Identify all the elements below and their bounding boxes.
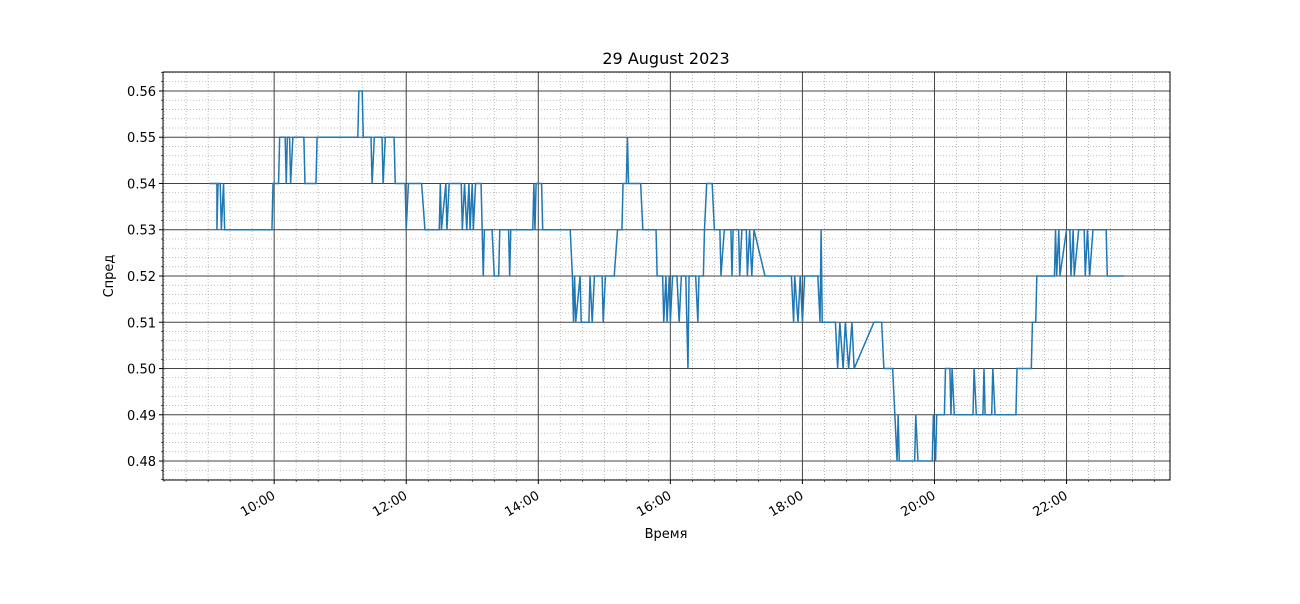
x-tick-label: 10:00 bbox=[238, 488, 278, 520]
y-tick-label: 0.55 bbox=[127, 131, 156, 146]
y-tick-label: 0.53 bbox=[127, 224, 156, 239]
y-tick-label: 0.48 bbox=[127, 455, 156, 470]
y-tick-label: 0.51 bbox=[127, 316, 156, 331]
x-tick-label: 22:00 bbox=[1031, 488, 1071, 520]
y-tick-label: 0.54 bbox=[127, 177, 156, 192]
y-tick-label: 0.49 bbox=[127, 409, 156, 424]
x-tick-label: 12:00 bbox=[370, 488, 410, 520]
y-axis-label: Спред bbox=[102, 255, 117, 298]
x-tick-label: 16:00 bbox=[634, 488, 674, 520]
x-tick-label: 14:00 bbox=[502, 488, 542, 520]
y-tick-label: 0.56 bbox=[127, 85, 156, 100]
y-tick-label: 0.52 bbox=[127, 270, 156, 285]
x-axis-label: Время bbox=[645, 527, 688, 542]
line-series bbox=[209, 90, 1124, 462]
x-tick-label: 18:00 bbox=[766, 488, 806, 520]
x-tick-label: 20:00 bbox=[899, 488, 939, 520]
y-tick-label: 0.50 bbox=[127, 363, 156, 378]
chart-title: 29 August 2023 bbox=[602, 49, 729, 68]
plot-frame bbox=[162, 71, 1171, 481]
